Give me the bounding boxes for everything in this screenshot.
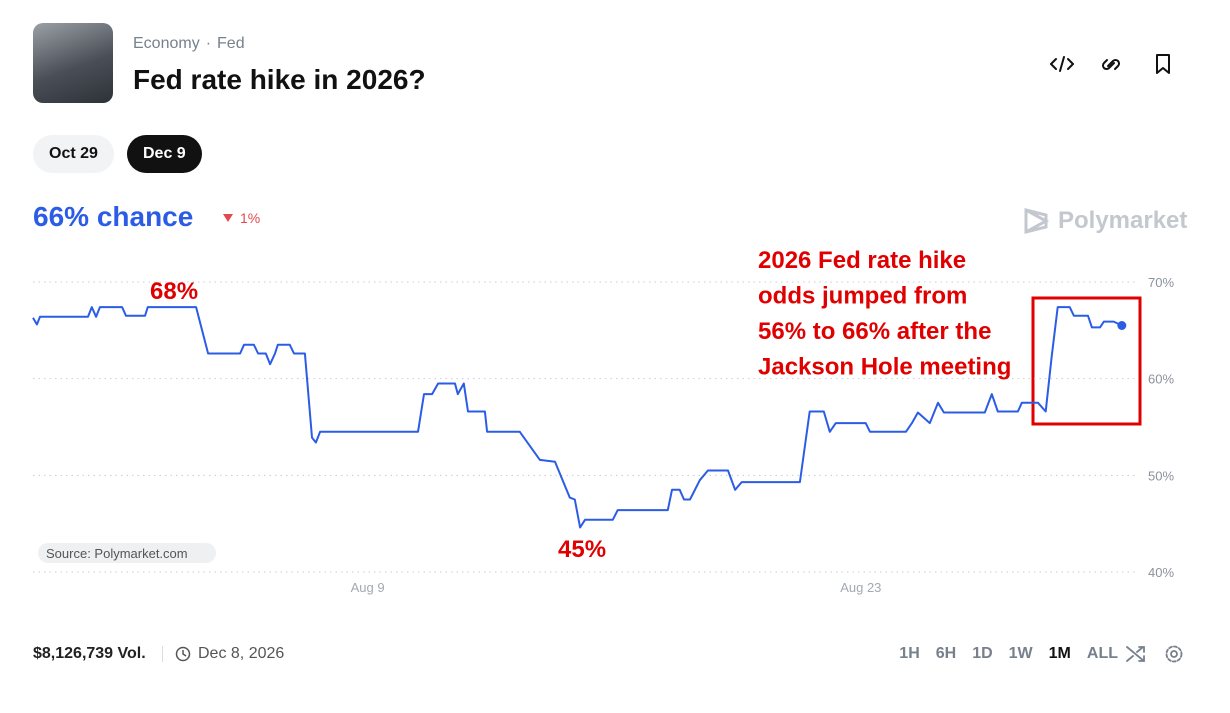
- brand-logo: [1024, 208, 1050, 234]
- x-tick-label: Aug 9: [351, 580, 385, 595]
- price-line: [32, 306, 1123, 529]
- range-button[interactable]: 6H: [935, 645, 957, 662]
- end-date: Dec 8, 2026: [198, 645, 285, 662]
- range-button[interactable]: 1W: [1008, 645, 1033, 662]
- source: Source: Polymarket.com: [46, 546, 188, 561]
- down-arrow: [223, 214, 233, 222]
- highlight-box: [1031, 296, 1142, 426]
- clock-icon: [175, 646, 191, 662]
- annotation-low: 45%: [558, 536, 606, 563]
- embed-icon[interactable]: [1050, 56, 1074, 72]
- category[interactable]: Fed: [217, 35, 245, 52]
- divider: [162, 646, 163, 662]
- x-tick-label: Aug 23: [840, 580, 881, 595]
- brand: Polymarket: [1058, 207, 1188, 234]
- y-tick-label: 60%: [1148, 372, 1174, 387]
- last-point: [1117, 321, 1127, 330]
- chance: 66% chance: [33, 201, 194, 232]
- category[interactable]: Economy: [133, 35, 200, 52]
- bookmark-icon[interactable]: [1156, 54, 1170, 74]
- tab[interactable]: Oct 29: [33, 135, 114, 173]
- actions: [1050, 54, 1170, 74]
- breadcrumb: Economy · Fed: [133, 35, 245, 52]
- y-tick-label: 70%: [1148, 275, 1174, 290]
- annotation-high: 68%: [150, 278, 198, 305]
- tools: [1126, 645, 1183, 663]
- range-button[interactable]: 1H: [899, 645, 920, 662]
- shuffle-icon[interactable]: [1126, 646, 1145, 662]
- range-button[interactable]: 1M: [1048, 645, 1071, 662]
- change: 1%: [240, 210, 261, 226]
- source-badge: [38, 543, 216, 563]
- volume: $8,126,739 Vol.: [33, 645, 146, 662]
- range-button[interactable]: ALL: [1086, 645, 1118, 662]
- tab[interactable]: Dec 9: [127, 135, 202, 173]
- y-tick-label: 50%: [1148, 468, 1174, 483]
- range-selector: 1H 6H 1D 1W 1M ALL: [899, 645, 1118, 663]
- y-tick-label: 40%: [1148, 565, 1174, 580]
- annotation-note: odds jumped from: [758, 283, 967, 310]
- annotation-note: 2026 Fed rate hike: [758, 247, 966, 274]
- annotation-note: Jackson Hole meeting: [758, 354, 1011, 381]
- avatar: [33, 23, 113, 103]
- annotation-note: 56% to 66% after the: [758, 318, 991, 345]
- range-button[interactable]: 1D: [972, 645, 993, 662]
- settings-icon[interactable]: [1170, 650, 1178, 658]
- link-icon[interactable]: [1101, 58, 1121, 71]
- market-title: Fed rate hike in 2026?: [133, 64, 426, 95]
